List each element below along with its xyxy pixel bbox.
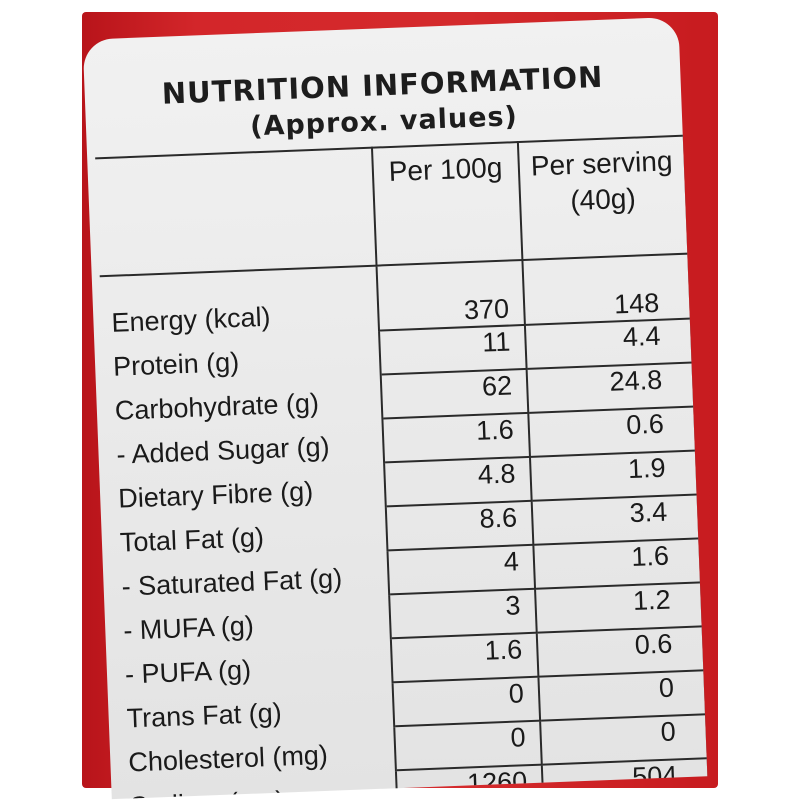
per-serving-value: 4.4 [524, 318, 693, 369]
per-serving-value: 3.4 [531, 494, 700, 545]
header-blank-cell [95, 147, 377, 277]
per-serving-value: 0 [538, 670, 706, 721]
per-100g-value: 4 [386, 544, 535, 595]
per-serving-value: 24.8 [526, 362, 695, 413]
per-serving-value: 0.6 [536, 626, 705, 677]
header-per-100g: Per 100g [371, 142, 523, 266]
per-serving-value: 0 [539, 714, 708, 765]
per-100g-value: 11 [378, 324, 527, 375]
per-100g-value: 3 [388, 588, 537, 639]
per-100g-value: 4.8 [383, 456, 532, 507]
nutrient-label: Energy (kcal) [99, 265, 379, 342]
per-100g-value: 0 [393, 720, 542, 771]
per-serving-value: 1.2 [534, 582, 703, 633]
table-header-row: Per 100g Per serving (40g) [95, 135, 689, 277]
per-100g-value: 8.6 [385, 500, 534, 551]
per-serving-value: 148 [522, 253, 691, 325]
per-serving-value: 1.9 [529, 450, 698, 501]
per-100g-value: 1.6 [381, 412, 530, 463]
nutrition-table-body: Energy (kcal) 370 148 Protein (g) 11 4.4 Carbo… [99, 253, 708, 800]
per-100g-value: 1.6 [390, 632, 539, 683]
nutrition-table: Per 100g Per serving (40g) Energy (kcal)… [95, 135, 708, 800]
per-100g-value: 370 [376, 260, 525, 331]
per-100g-value: 1260 [395, 764, 544, 800]
per-serving-value: 0.6 [528, 406, 696, 457]
nutrition-panel: NUTRITION INFORMATION (Approx. values) P… [82, 16, 708, 800]
header-per-serving-line1: Per serving [530, 145, 674, 182]
header-per-serving-line2: (40g) [569, 182, 637, 217]
per-100g-value: 62 [380, 368, 529, 419]
per-serving-value: 1.6 [533, 538, 701, 589]
per-100g-value: 0 [392, 676, 540, 727]
header-per-serving: Per serving (40g) [517, 135, 689, 261]
